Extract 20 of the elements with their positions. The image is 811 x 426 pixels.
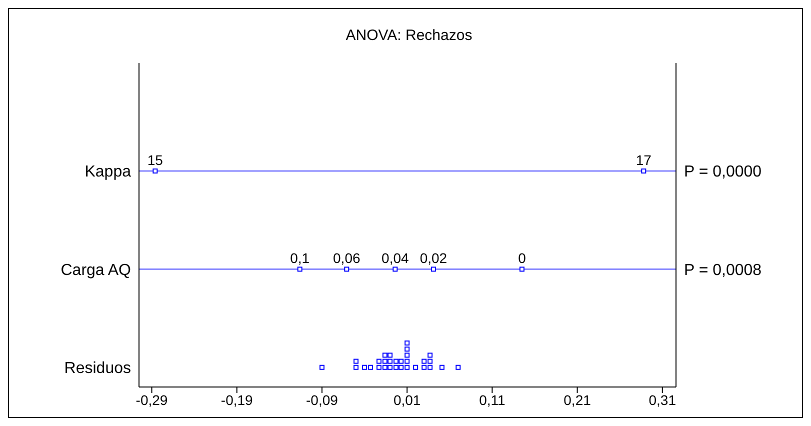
y-tick-label: Residuos bbox=[64, 360, 131, 378]
annotation: 17 bbox=[636, 152, 652, 168]
x-tick-label: -0,19 bbox=[220, 392, 254, 408]
annotation: 0,02 bbox=[420, 250, 448, 266]
annotation: 0,06 bbox=[333, 250, 360, 266]
annotation: 15 bbox=[147, 152, 164, 168]
annotation: 0 bbox=[518, 250, 526, 266]
text: P = 0,0008 bbox=[684, 262, 762, 279]
text: P = 0,0000 bbox=[684, 164, 762, 181]
x-tick-label: 0,21 bbox=[564, 392, 592, 408]
x-tick-label: 0,01 bbox=[393, 392, 421, 408]
x-tick-label: 0,11 bbox=[479, 392, 506, 408]
x-tick-label: 0,31 bbox=[648, 392, 676, 408]
annotation: 0,1 bbox=[290, 250, 310, 266]
y-tick-label: Kappa bbox=[84, 164, 132, 181]
chart-title: ANOVA: Rechazos bbox=[344, 27, 474, 44]
x-tick-label: -0,09 bbox=[306, 392, 338, 408]
x-tick-label: -0,29 bbox=[136, 392, 168, 408]
annotation: 0,04 bbox=[382, 250, 409, 266]
y-tick-label: Carga AQ bbox=[60, 262, 131, 279]
